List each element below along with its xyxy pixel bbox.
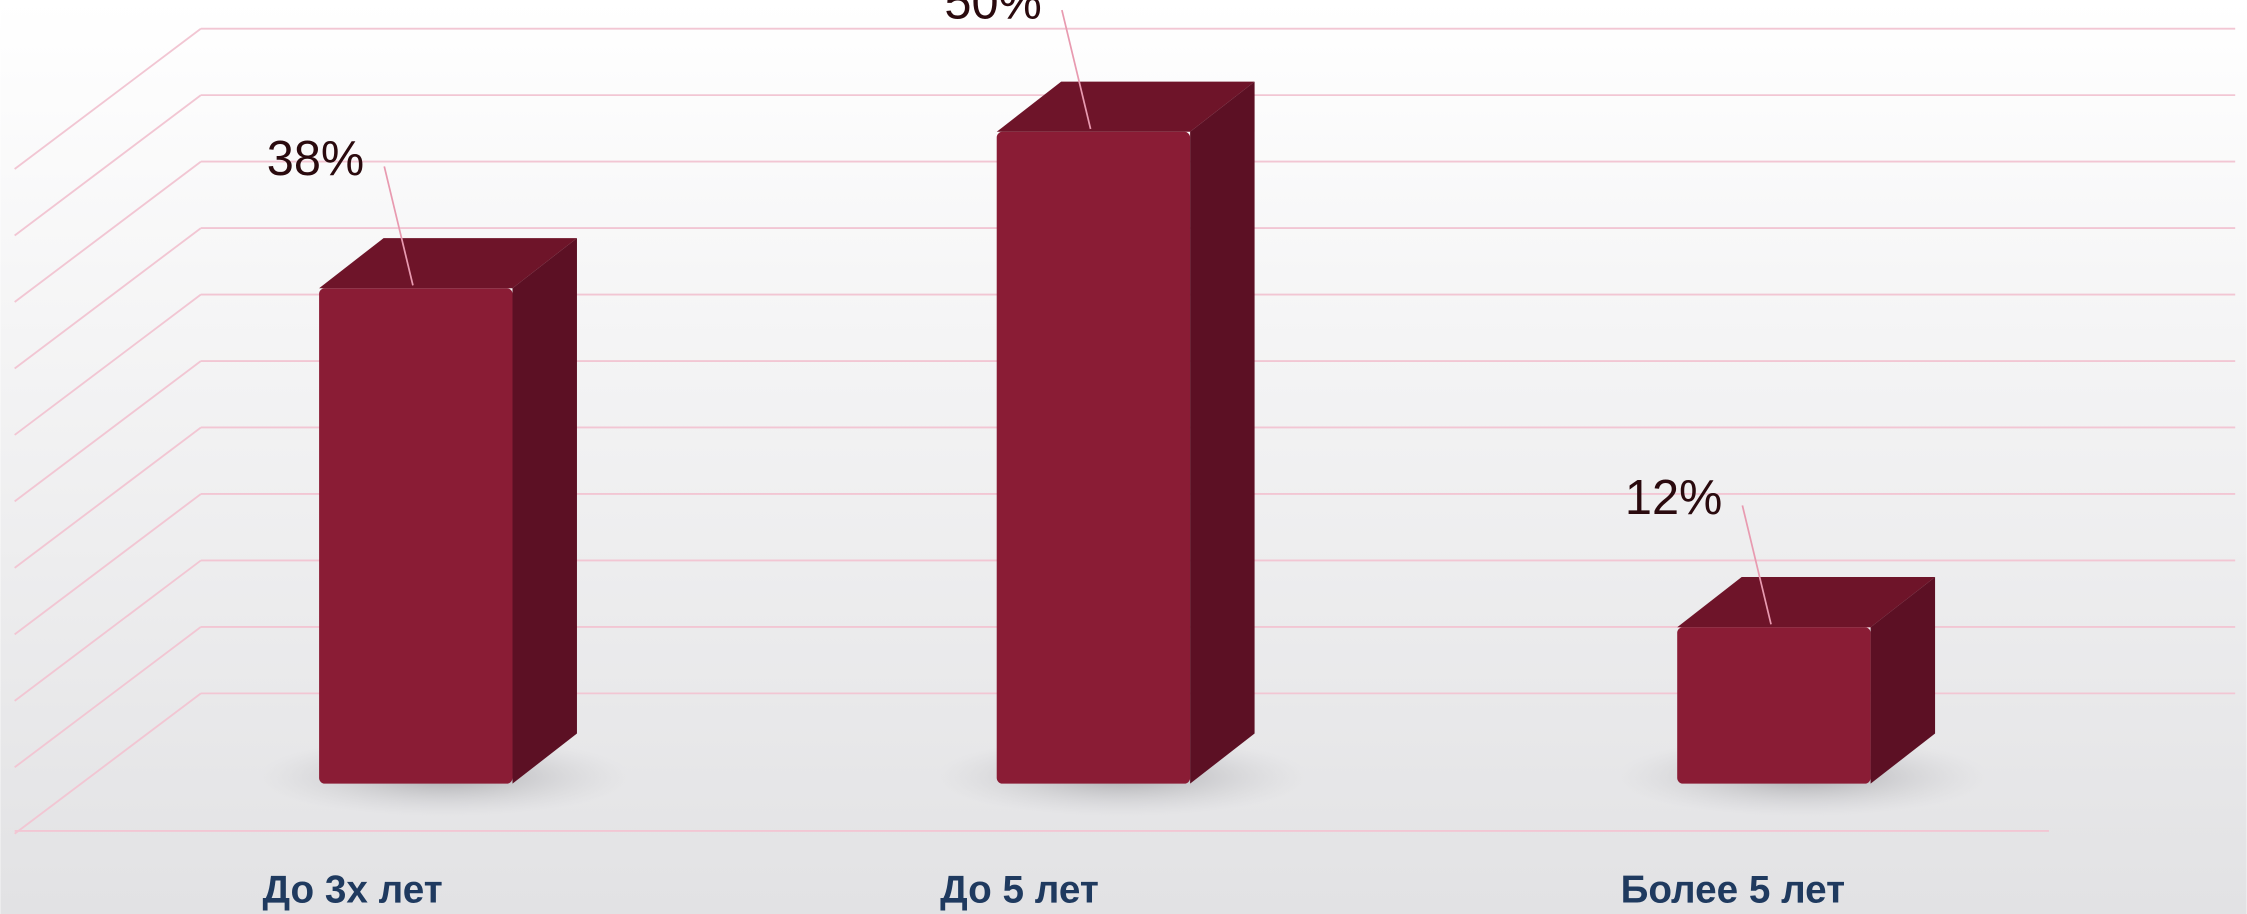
grid-line [14,293,202,436]
x-tick-label: До 3х лет [263,869,443,912]
leader-line [1061,9,1092,130]
value-label: 38% [267,132,364,186]
grid-line [14,94,202,237]
bar-top [319,238,577,289]
value-label: 12% [1625,471,1722,525]
grid-line [14,360,202,503]
grid-line [14,692,202,835]
leader-line [383,166,414,286]
bar-side [1870,577,1936,784]
bar [319,288,513,784]
bar [996,131,1191,784]
bar-side [1190,81,1255,784]
grid-line [14,426,202,569]
grid-line [14,493,202,636]
grid-line [14,227,202,370]
leader-line [1741,505,1772,625]
grid-line [14,27,202,170]
bar-top [1677,577,1936,628]
bar-top [996,81,1255,132]
bar [1677,627,1871,784]
x-tick-label: Более 5 лет [1621,869,1846,912]
grid-line [14,559,202,702]
x-tick-label: До 5 лет [940,869,1099,912]
grid-line [14,160,202,303]
bar-side [512,238,577,784]
grid-line [14,626,202,769]
value-label: 50% [944,0,1041,30]
